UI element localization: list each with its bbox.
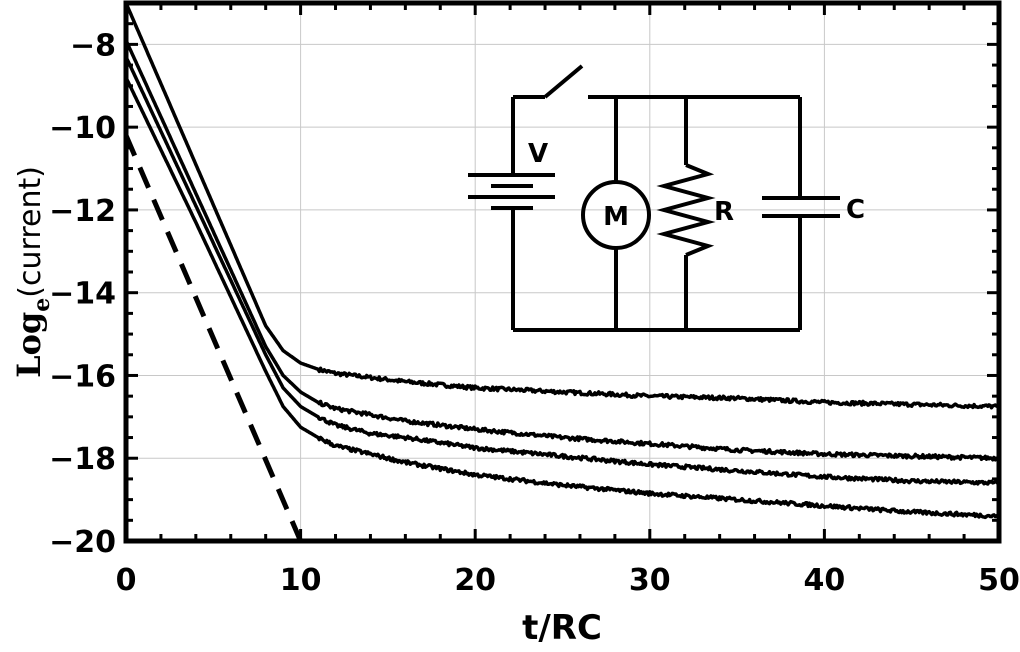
series-line-3 (124, 56, 1000, 486)
dashed-reference-line (123, 134, 303, 542)
x-axis-label: t/RC (522, 608, 602, 648)
resistor-symbol (656, 163, 716, 257)
x-tick-label: 30 (629, 563, 671, 598)
motor-label: M (603, 202, 629, 232)
x-tick-label: 40 (804, 563, 846, 598)
y-tick-label: −10 (49, 111, 116, 146)
series-layer (123, 2, 1001, 542)
resistor-label: R (714, 197, 734, 227)
x-tick-label: 20 (454, 563, 496, 598)
y-tick-label: −14 (49, 277, 116, 312)
x-tick-label: 10 (280, 563, 322, 598)
x-tick-label: 0 (116, 563, 137, 598)
series-line-4 (124, 76, 1000, 520)
y-tick-labels: −8 −10 −12 −14 −16 −18 −20 (49, 28, 116, 560)
battery-label: V (528, 139, 548, 169)
x-tick-label: 50 (978, 563, 1020, 598)
y-tick-label: −16 (49, 359, 116, 394)
grid (125, 3, 1000, 542)
plot-frame (123, 0, 1002, 544)
y-axis-label-suffix: (current) (13, 166, 48, 298)
series-line-2 (124, 39, 1001, 462)
y-tick-label: −8 (70, 28, 116, 63)
series-line-1 (124, 2, 1001, 410)
x-tick-labels: 0 10 20 30 40 50 (116, 563, 1020, 598)
y-tick-label: −12 (49, 194, 116, 229)
circuit-switch (543, 64, 584, 99)
y-axis-label-subscript: e (29, 298, 55, 312)
y-tick-label: −20 (49, 525, 116, 560)
circuit-inset: V M R C (468, 64, 865, 332)
svg-text:Loge(current): Loge(current) (10, 166, 55, 378)
y-tick-label: −18 (49, 442, 116, 477)
capacitor-label: C (846, 195, 865, 225)
y-axis-label: Loge(current) (10, 166, 55, 378)
y-axis-label-prefix: Log (10, 312, 48, 378)
